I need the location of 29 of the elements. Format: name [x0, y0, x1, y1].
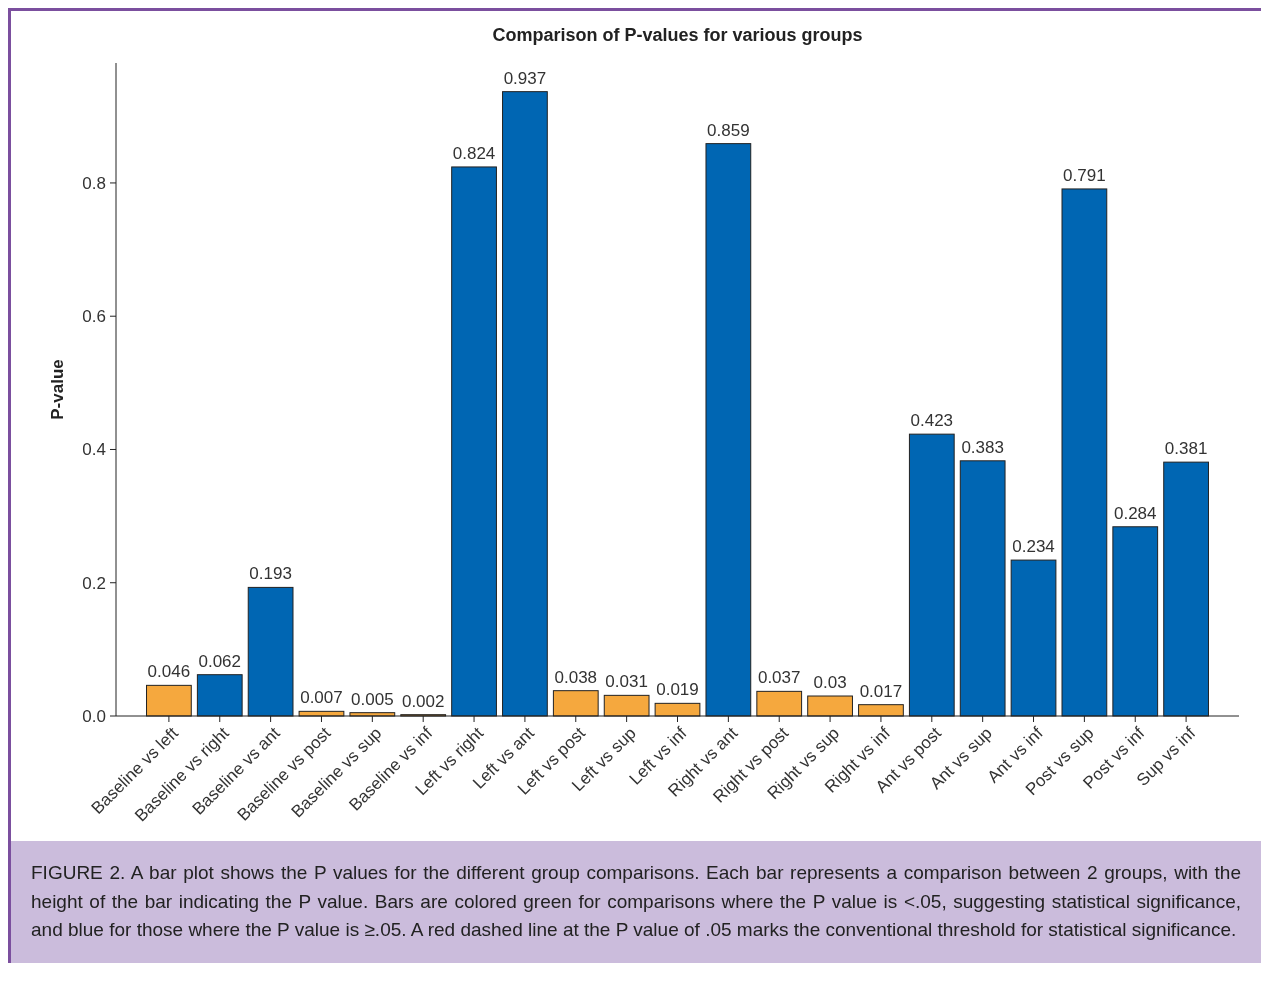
- data-label: 0.859: [707, 120, 750, 140]
- data-label: 0.284: [1113, 503, 1157, 523]
- data-label: 0.062: [198, 651, 242, 671]
- y-axis-title: P-value: [48, 359, 67, 420]
- data-label: 0.037: [757, 668, 801, 688]
- caption: FIGURE 2. A bar plot shows the P values for the different group comparisons. Each bar represents a comparison between 2 groups, with the height of the bar indicating the P value. Bars are colored green for comparisons where the P value is <.05, suggesting statistical significance, and blue for those where the P value is ≥.05. A red dashed line at the P value of .05 marks the conventional threshold for statistical significance.: [11, 841, 1261, 963]
- y-tick-label: 0.2: [82, 573, 106, 593]
- data-label: 0.383: [961, 437, 1004, 457]
- data-label: 0.002: [401, 691, 445, 711]
- data-label: 0.791: [1063, 165, 1106, 185]
- y-tick-label: 0.8: [82, 173, 106, 193]
- y-tick-label: 0.4: [82, 440, 106, 460]
- data-label: 0.005: [351, 689, 394, 709]
- data-label: 0.031: [605, 672, 648, 692]
- data-label: 0.03: [813, 673, 847, 693]
- chart-title: Comparison of P-values for various groups: [492, 25, 863, 45]
- data-label: 0.193: [249, 564, 292, 584]
- data-label: 0.017: [859, 681, 903, 701]
- data-label: 0.007: [300, 688, 343, 708]
- data-label: 0.046: [147, 662, 191, 682]
- y-tick-label: 0.6: [82, 307, 106, 327]
- data-label: 0.381: [1164, 439, 1208, 459]
- data-label: 0.234: [1012, 537, 1055, 557]
- y-tick-label: 0.0: [82, 706, 106, 726]
- data-label: 0.423: [910, 411, 954, 431]
- data-label: 0.019: [656, 680, 699, 700]
- data-label: 0.937: [503, 68, 547, 88]
- data-label: 0.038: [554, 667, 598, 687]
- data-label: 0.824: [452, 143, 496, 163]
